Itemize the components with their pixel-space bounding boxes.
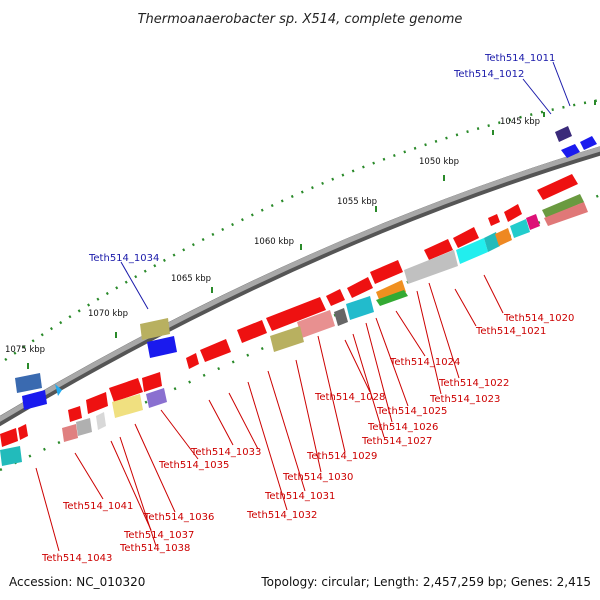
gene-red[interactable] bbox=[186, 353, 199, 369]
feature-olive[interactable] bbox=[270, 326, 304, 352]
scale-tick bbox=[443, 175, 445, 181]
gene-label[interactable]: Teth514_1011 bbox=[484, 53, 555, 64]
leader-lines bbox=[35, 274, 504, 552]
feature-grey-light[interactable] bbox=[96, 412, 106, 430]
leader-lines-blue bbox=[120, 61, 571, 310]
gene-label[interactable]: Teth514_1033 bbox=[190, 447, 261, 458]
gene-label[interactable]: Teth514_1038 bbox=[119, 543, 190, 554]
gene-red[interactable] bbox=[453, 227, 479, 248]
gene-blue-small[interactable] bbox=[580, 136, 597, 150]
gene-red[interactable] bbox=[424, 239, 453, 260]
scale-labels: 1045 kbp 1050 kbp 1055 kbp 1060 kbp 1065… bbox=[5, 117, 540, 355]
gene-teth514-1011[interactable] bbox=[555, 126, 572, 142]
gene-red[interactable] bbox=[109, 378, 143, 402]
gene-red[interactable] bbox=[537, 174, 578, 200]
gene-label[interactable]: Teth514_1023 bbox=[429, 394, 500, 405]
feature-grey[interactable] bbox=[76, 418, 92, 436]
gene-red[interactable] bbox=[488, 214, 500, 226]
scale-tick bbox=[27, 363, 29, 369]
scale-tick bbox=[594, 100, 596, 105]
gene-red[interactable] bbox=[86, 392, 108, 414]
feature-yellow[interactable] bbox=[112, 394, 143, 418]
gene-red[interactable] bbox=[200, 339, 231, 362]
feature-magenta[interactable] bbox=[526, 214, 540, 230]
gene-label[interactable]: Teth514_1029 bbox=[306, 451, 377, 462]
gene-label[interactable]: Teth514_1043 bbox=[41, 553, 112, 564]
feature-green[interactable] bbox=[542, 194, 584, 218]
feature-grey[interactable] bbox=[404, 250, 458, 284]
feature-purple[interactable] bbox=[146, 388, 167, 408]
gene-cyan-small[interactable] bbox=[55, 384, 62, 396]
genome-backbone-shadow bbox=[0, 146, 600, 427]
gene-label[interactable]: Teth514_1025 bbox=[376, 406, 447, 417]
gene-label[interactable]: Teth514_1020 bbox=[503, 313, 574, 324]
feature-cyan[interactable] bbox=[346, 296, 374, 320]
gene-label[interactable]: Teth514_1021 bbox=[475, 326, 546, 337]
scale-tick bbox=[115, 332, 117, 338]
genes-outer-strand bbox=[0, 126, 597, 447]
gene-red[interactable] bbox=[370, 260, 403, 284]
gene-label[interactable]: Teth514_1022 bbox=[438, 378, 509, 389]
gene-red[interactable] bbox=[266, 297, 326, 331]
gene-label[interactable]: Teth514_1027 bbox=[361, 436, 432, 447]
gene-red[interactable] bbox=[0, 428, 18, 447]
accession-label: Accession: NC_010320 bbox=[9, 575, 145, 589]
feature-cyan[interactable] bbox=[0, 446, 22, 466]
scale-label: 1060 kbp bbox=[254, 237, 294, 247]
gene-teth514-1012[interactable] bbox=[561, 144, 580, 158]
feature-pink[interactable] bbox=[544, 202, 588, 226]
genome-backbone bbox=[0, 146, 600, 422]
topology-label: Topology: circular; Length: 2,457,259 bp… bbox=[260, 575, 591, 589]
feature-cyan[interactable] bbox=[456, 238, 488, 264]
scale-tick bbox=[375, 206, 377, 212]
gene-label[interactable]: Teth514_1032 bbox=[246, 510, 317, 521]
map-title: Thermoanaerobacter sp. X514, complete ge… bbox=[138, 12, 463, 27]
gene-label[interactable]: Teth514_1034 bbox=[88, 253, 159, 264]
gene-red[interactable] bbox=[347, 277, 373, 298]
feature-pink[interactable] bbox=[62, 424, 78, 442]
gene-label[interactable]: Teth514_1026 bbox=[367, 422, 438, 433]
gene-label[interactable]: Teth514_1031 bbox=[264, 491, 335, 502]
gene-red[interactable] bbox=[237, 320, 267, 343]
scale-tick bbox=[300, 244, 302, 250]
genes-inner-strand bbox=[0, 194, 588, 466]
scale-label: 1075 kbp bbox=[5, 345, 45, 355]
feature-green[interactable] bbox=[376, 290, 408, 306]
scale-tick bbox=[211, 287, 213, 293]
scale-track bbox=[4, 98, 600, 369]
feature-orange[interactable] bbox=[495, 228, 512, 246]
gene-label[interactable]: Teth514_1035 bbox=[158, 460, 229, 471]
gene-red[interactable] bbox=[18, 424, 28, 440]
gene-red[interactable] bbox=[142, 372, 162, 392]
scale-label: 1055 kbp bbox=[337, 197, 377, 207]
gene-blue[interactable] bbox=[22, 390, 47, 410]
feature-grey-dark[interactable] bbox=[334, 308, 348, 326]
feature-cyan[interactable] bbox=[510, 219, 530, 238]
gene-label[interactable]: Teth514_1037 bbox=[123, 530, 194, 541]
gene-red[interactable] bbox=[504, 204, 522, 222]
feature-pink[interactable] bbox=[297, 310, 335, 338]
scale-label: 1045 kbp bbox=[500, 117, 540, 127]
scale-label: 1070 kbp bbox=[88, 309, 128, 319]
gene-red[interactable] bbox=[68, 406, 82, 422]
scale-label: 1065 kbp bbox=[171, 274, 211, 284]
gene-label[interactable]: Teth514_1012 bbox=[453, 69, 524, 80]
gene-blue[interactable] bbox=[147, 336, 177, 358]
gene-label[interactable]: Teth514_1030 bbox=[282, 472, 353, 483]
gene-label[interactable]: Teth514_1041 bbox=[62, 501, 133, 512]
gene-teth514-1034[interactable] bbox=[140, 318, 170, 340]
gene-labels: Teth514_1011 Teth514_1012 Teth514_1034 T… bbox=[41, 53, 574, 564]
gene-red[interactable] bbox=[326, 289, 345, 306]
scale-dots-outer bbox=[4, 98, 600, 362]
gene-label[interactable]: Teth514_1028 bbox=[314, 392, 385, 403]
scale-tick bbox=[492, 130, 494, 135]
feature-orange[interactable] bbox=[376, 280, 406, 302]
gene-label[interactable]: Teth514_1036 bbox=[143, 512, 214, 523]
scale-tick bbox=[543, 112, 545, 117]
gene-blue-light[interactable] bbox=[15, 373, 42, 393]
scale-label: 1050 kbp bbox=[419, 157, 459, 167]
gene-label[interactable]: Teth514_1024 bbox=[389, 357, 460, 368]
